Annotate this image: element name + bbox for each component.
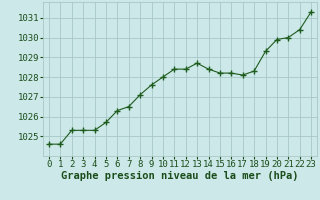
X-axis label: Graphe pression niveau de la mer (hPa): Graphe pression niveau de la mer (hPa): [61, 171, 299, 181]
